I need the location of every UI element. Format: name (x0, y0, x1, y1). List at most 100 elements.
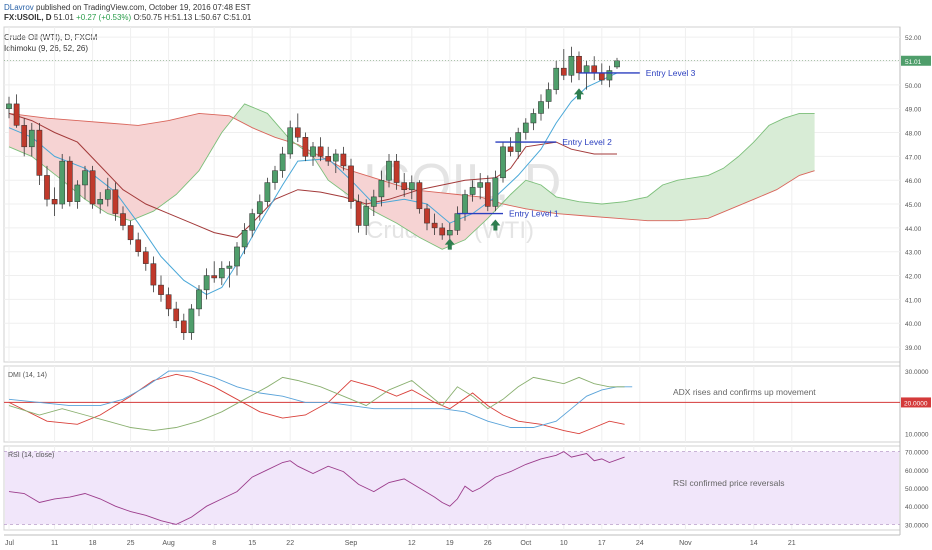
bearish-candle (302, 137, 309, 157)
bullish-candle (614, 60, 620, 68)
bullish-candle (97, 199, 104, 205)
bearish-candle (165, 294, 172, 310)
senkou-span-a-line (8, 103, 815, 250)
last-price-badge-label: 51.01 (905, 59, 922, 66)
bearish-candle (340, 153, 347, 167)
bearish-candle (135, 239, 142, 252)
bearish-candle (507, 146, 514, 152)
dmi-level-badge (901, 397, 931, 408)
rsi-line (8, 451, 625, 525)
time-tick-label: 21 (788, 540, 796, 547)
bullish-candle (59, 160, 66, 205)
price-tick-label: 47.00 (905, 154, 922, 161)
bearish-candle (576, 55, 582, 74)
ohlc-high: H:51.13 (164, 13, 193, 22)
bearish-candle (150, 263, 157, 286)
bullish-candle (256, 201, 263, 214)
bullish-candle (538, 101, 544, 114)
bullish-candle (553, 67, 560, 90)
price-tick-label: 49.00 (905, 107, 922, 114)
price-tick-label: 52.00 (905, 35, 922, 42)
bullish-candle (104, 189, 111, 200)
time-tick-label: 10 (560, 540, 568, 547)
dmi-tick-label: 30.0000 (905, 369, 929, 376)
bullish-candle (454, 213, 461, 231)
bullish-candle (218, 268, 225, 279)
bullish-candle (249, 213, 256, 231)
rsi-tick-label: 30.0000 (905, 522, 929, 529)
buy-arrow-icon (490, 219, 501, 231)
bullish-candle (408, 182, 415, 190)
bearish-candle (424, 208, 430, 224)
price-tick-label: 48.00 (905, 131, 922, 138)
bearish-candle (112, 189, 119, 214)
ohlc-open: O:50.75 (133, 13, 162, 22)
rsi-tick-label: 70.0000 (905, 450, 929, 457)
bearish-candle (355, 201, 362, 226)
bearish-cloud (9, 113, 237, 221)
time-tick-label: 24 (636, 540, 644, 547)
dmi-annotation: ADX rises and confirms up movement (673, 387, 816, 397)
bullish-candle (310, 146, 316, 157)
price-tick-label: 44.00 (905, 226, 922, 233)
ohlc-low: L:50.67 (194, 13, 222, 22)
price-tick-label: 39.00 (905, 345, 922, 352)
buy-arrow-icon (574, 88, 584, 100)
symbol-label: FX:USOIL, D (4, 13, 52, 22)
time-tick-label: Nov (679, 540, 692, 547)
bullish-candle (188, 308, 195, 334)
time-tick-label: 14 (750, 540, 758, 547)
bearish-candle (180, 320, 187, 334)
time-tick-label: 22 (286, 540, 294, 547)
bullish-candle (522, 122, 529, 133)
bearish-candle (348, 165, 354, 202)
bullish-candle (378, 179, 385, 198)
bullish-candle (203, 275, 210, 291)
bearish-candle (317, 146, 324, 157)
bullish-candle (226, 265, 233, 269)
bullish-candle (606, 70, 613, 81)
bullish-candle (241, 230, 248, 248)
dmi-title: DMI (14, 14) (8, 372, 47, 379)
bearish-candle (439, 227, 446, 236)
bearish-candle (36, 129, 43, 176)
bearish-candle (598, 72, 605, 81)
rsi-annotation: RSI confirmed price reversals (673, 478, 784, 488)
bearish-candle (211, 275, 218, 279)
time-tick-label: Aug (162, 540, 175, 547)
bearish-candle (158, 284, 164, 295)
time-tick-label: 15 (248, 540, 256, 547)
price-tick-label: 40.00 (905, 321, 922, 328)
author-link[interactable]: DLavrov (4, 3, 34, 12)
bearish-candle (560, 67, 567, 76)
time-tick-label: 11 (51, 540, 58, 547)
bearish-candle (393, 160, 400, 183)
publish-info: published on TradingView.com, October 19… (36, 3, 251, 12)
bullish-candle (6, 103, 12, 109)
time-tick-label: 19 (446, 540, 454, 547)
bearish-candle (431, 222, 438, 229)
bullish-candle (386, 160, 392, 181)
bullish-candle (234, 246, 240, 267)
bullish-candle (332, 153, 339, 162)
bearish-candle (51, 199, 58, 205)
dmi-plus-di-line (8, 373, 625, 435)
last-price-badge (901, 55, 931, 66)
rsi-tick-label: 40.0000 (905, 504, 929, 511)
ohlc-close: C:51.01 (223, 13, 252, 22)
bullish-candle (492, 177, 499, 207)
bearish-candle (401, 182, 408, 190)
bearish-candle (416, 182, 423, 210)
dmi-panel-frame (3, 365, 901, 443)
bullish-candle (469, 187, 476, 195)
time-tick-label: 17 (598, 540, 606, 547)
rsi-tick-label: 60.0000 (905, 468, 929, 475)
dmi-minus-di-line (8, 376, 625, 432)
entry-level-2-label: Entry Level 2 (562, 137, 612, 147)
entry-level-3-label: Entry Level 3 (646, 68, 696, 78)
bullish-candle (583, 65, 590, 74)
bearish-candle (21, 125, 28, 148)
price-change: +0.27 (+0.53%) (76, 13, 132, 22)
